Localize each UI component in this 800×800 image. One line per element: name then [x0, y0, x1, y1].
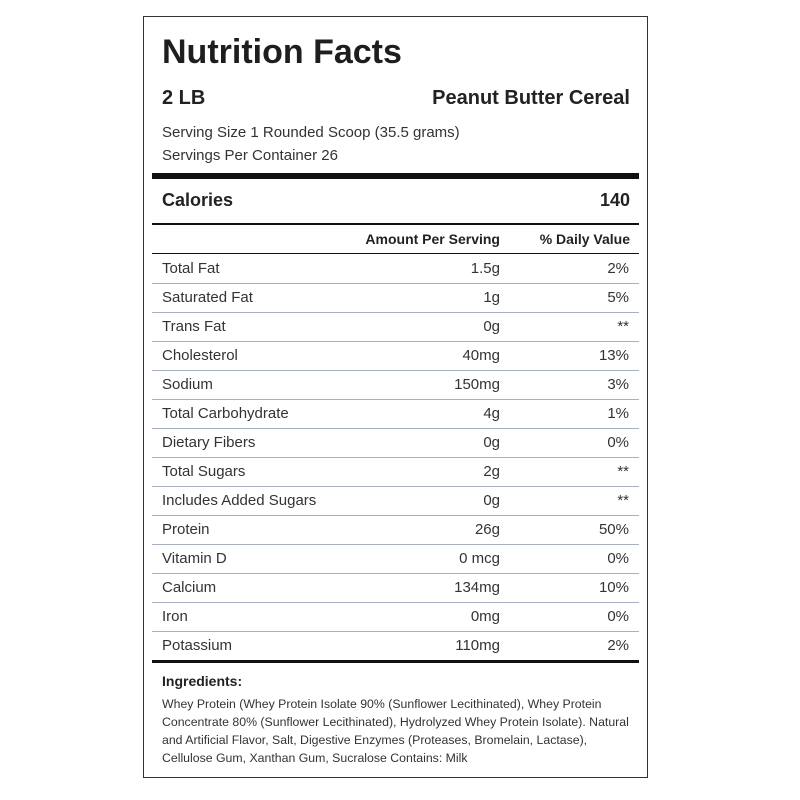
nutrient-name: Dietary Fibers: [162, 434, 256, 451]
amount: 1g: [483, 289, 500, 306]
nutrient-name: Sodium: [162, 376, 213, 393]
size: 2 LB: [162, 87, 206, 109]
nutrient-row: Cholesterol 40mg 13%: [152, 341, 639, 371]
nutrient-row: Vitamin D 0 mcg 0%: [152, 544, 639, 574]
nutrient-row: Total Carbohydrate 4g 1%: [152, 399, 639, 429]
nutrient-name: Vitamin D: [162, 550, 227, 567]
title: Nutrition Facts: [162, 33, 402, 71]
nutrient-name: Potassium: [162, 637, 233, 654]
thick-rule: [152, 173, 639, 179]
nutrient-row: Total Sugars 2g **: [152, 457, 639, 487]
nutrient-row: Trans Fat 0g **: [152, 312, 639, 342]
amount: 2g: [483, 463, 500, 480]
nutrient-row: Iron 0mg 0%: [152, 602, 639, 632]
daily-value: 50%: [598, 521, 629, 538]
serving-size: Serving Size 1 Rounded Scoop (35.5 grams…: [162, 124, 460, 141]
thick-rule: [152, 660, 639, 663]
daily-value: 0%: [607, 608, 629, 625]
nutrient-row: Potassium 110mg 2%: [152, 631, 639, 660]
amount: 0g: [483, 492, 500, 509]
amount: 134mg: [454, 579, 500, 596]
nutrient-name: Cholesterol: [162, 347, 238, 364]
nutrient-name: Calcium: [162, 579, 217, 596]
amount: 0g: [483, 318, 500, 335]
daily-value: 1%: [607, 405, 629, 422]
rule: [152, 253, 639, 254]
column-header: Amount Per Serving: [365, 231, 500, 247]
daily-value: **: [617, 492, 629, 509]
nutrient-row: Dietary Fibers 0g 0%: [152, 428, 639, 458]
amount: 110mg: [455, 637, 500, 654]
amount: 0g: [483, 434, 500, 451]
daily-value: 0%: [607, 550, 629, 567]
daily-value: **: [617, 318, 629, 335]
nutrient-row: Total Fat 1.5g 2%: [152, 254, 639, 284]
nutrient-name: Iron: [162, 608, 188, 625]
nutrient-row: Sodium 150mg 3%: [152, 370, 639, 400]
nutrient-name: Protein: [162, 521, 210, 538]
column-header: % Daily Value: [539, 231, 630, 247]
nutrient-row: Includes Added Sugars 0g **: [152, 486, 639, 516]
daily-value: 13%: [598, 347, 629, 364]
nutrient-row: Saturated Fat 1g 5%: [152, 283, 639, 313]
nutrient-name: Includes Added Sugars: [162, 492, 317, 509]
nutrient-name: Total Fat: [162, 260, 220, 277]
daily-value: 2%: [607, 637, 629, 654]
flavor: Peanut Butter Cereal: [432, 87, 630, 109]
daily-value: 2%: [607, 260, 629, 277]
nutrient-name: Trans Fat: [162, 318, 226, 335]
daily-value: 5%: [607, 289, 629, 306]
nutrient-name: Total Sugars: [162, 463, 246, 480]
nutrient-row: Protein 26g 50%: [152, 515, 639, 545]
ingredients-text: Whey Protein (Whey Protein Isolate 90% (…: [162, 697, 629, 765]
amount: 0mg: [470, 608, 500, 625]
servings: Servings Per Container 26: [162, 147, 338, 164]
calories-label: Calories: [162, 190, 234, 210]
amount: 0 mcg: [459, 550, 500, 567]
daily-value: 3%: [607, 376, 629, 393]
nutrition-label: Nutrition Facts 2 LB Peanut Butter Cerea…: [143, 16, 648, 778]
nutrient-name: Saturated Fat: [162, 289, 253, 306]
calories-value: 140: [599, 190, 630, 210]
rule: [152, 223, 639, 225]
nutrient-name: Total Carbohydrate: [162, 405, 289, 422]
amount: 40mg: [462, 347, 500, 364]
amount: 26g: [474, 521, 500, 538]
ingredients-heading: Ingredients:: [162, 673, 243, 689]
daily-value: **: [617, 463, 629, 480]
amount: 4g: [483, 405, 500, 422]
nutrient-row: Calcium 134mg 10%: [152, 573, 639, 603]
amount: 150mg: [454, 376, 500, 393]
amount: 1.5g: [470, 260, 500, 277]
daily-value: 0%: [607, 434, 629, 451]
daily-value: 10%: [598, 579, 629, 596]
